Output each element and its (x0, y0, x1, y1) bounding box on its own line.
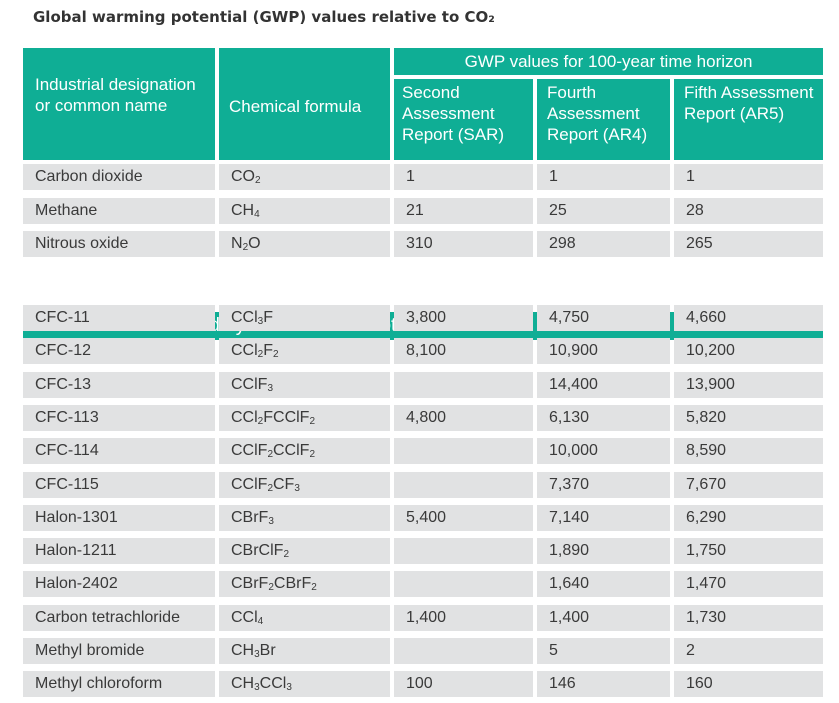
cell-formula: CCl2F2 (219, 338, 390, 365)
cell-ar5: 1 (674, 164, 823, 190)
cell-ar5: 1,470 (674, 571, 823, 598)
cell-name: Carbon tetrachloride (23, 604, 215, 631)
table-row: Nitrous oxide N2O 310 298 265 (23, 231, 823, 257)
cell-formula: CBrF3 (219, 504, 390, 531)
cell-ar4: 25 (537, 198, 670, 224)
cell-name: CFC-13 (23, 371, 215, 398)
cell-ar4: 7,140 (537, 504, 670, 531)
cell-name: CFC-11 (23, 305, 215, 331)
cell-ar4: 6,130 (537, 404, 670, 431)
cell-formula: CCl3F (219, 305, 390, 331)
table-row: Halon-1301 CBrF3 5,400 7,140 6,290 (23, 504, 823, 531)
cell-formula: CClF3 (219, 371, 390, 398)
cell-ar4: 14,400 (537, 371, 670, 398)
table-row: Halon-2402 CBrF2CBrF2 1,640 1,470 (23, 571, 823, 598)
cell-formula: CCl2FCClF2 (219, 404, 390, 431)
cell-ar4: 146 (537, 671, 670, 698)
cell-formula: CH4 (219, 198, 390, 224)
cell-ar4: 10,900 (537, 338, 670, 365)
table-row: CFC-114 CClF2CClF2 10,000 8,590 (23, 438, 823, 465)
cell-formula: N2O (219, 231, 390, 257)
cell-ar5: 8,590 (674, 438, 823, 465)
cell-formula: CH3CCl3 (219, 671, 390, 698)
cell-ar4: 5 (537, 638, 670, 664)
table-row: Methyl bromide CH3Br 5 2 (23, 638, 823, 664)
table-row: CFC-115 CClF2CF3 7,370 7,670 (23, 471, 823, 498)
cell-ar5: 4,660 (674, 305, 823, 331)
cell-sar: 5,400 (394, 504, 533, 531)
table-row: Methane CH4 21 25 28 (23, 198, 823, 224)
cell-ar5: 10,200 (674, 338, 823, 365)
cell-ar5: 1,750 (674, 538, 823, 565)
table-title: Global warming potential (GWP) values re… (33, 8, 495, 26)
cell-ar5: 13,900 (674, 371, 823, 398)
header-ar5: Fifth Assessment Report (AR5) (674, 79, 823, 160)
cell-ar5: 7,670 (674, 471, 823, 498)
cell-ar4: 1,890 (537, 538, 670, 565)
table-row: Halon-1211 CBrClF2 1,890 1,750 (23, 538, 823, 565)
table-row: Methyl chloroform CH3CCl3 100 146 160 (23, 671, 823, 698)
cell-ar4: 1 (537, 164, 670, 190)
cell-name: CFC-114 (23, 438, 215, 465)
cell-sar: 1,400 (394, 604, 533, 631)
table-row: CFC-12 CCl2F2 8,100 10,900 10,200 (23, 338, 823, 365)
cell-ar4: 1,400 (537, 604, 670, 631)
cell-sar (394, 371, 533, 398)
cell-ar5: 265 (674, 231, 823, 257)
cell-ar5: 6,290 (674, 504, 823, 531)
cell-sar: 4,800 (394, 404, 533, 431)
table-header: Industrial designation or common name Ch… (23, 48, 823, 160)
header-designation: Industrial designation or common name (23, 48, 215, 160)
cell-formula: CBrF2CBrF2 (219, 571, 390, 598)
table-row: Carbon dioxide CO2 1 1 1 (23, 164, 823, 190)
cell-name: CFC-115 (23, 471, 215, 498)
cell-ar4: 7,370 (537, 471, 670, 498)
cell-name: CFC-12 (23, 338, 215, 365)
cell-ar5: 5,820 (674, 404, 823, 431)
cell-ar5: 2 (674, 638, 823, 664)
cell-sar: 8,100 (394, 338, 533, 365)
cell-ar4: 4,750 (537, 305, 670, 331)
cell-ar4: 10,000 (537, 438, 670, 465)
cell-ar4: 298 (537, 231, 670, 257)
table-row: CFC-113 CCl2FCClF2 4,800 6,130 5,820 (23, 404, 823, 431)
cell-name: CFC-113 (23, 404, 215, 431)
header-ar4: Fourth Assessment Report (AR4) (537, 79, 670, 160)
header-formula: Chemical formula (219, 48, 390, 160)
cell-name: Methyl chloroform (23, 671, 215, 698)
cell-sar: 100 (394, 671, 533, 698)
cell-sar: 1 (394, 164, 533, 190)
cell-formula: CClF2CF3 (219, 471, 390, 498)
cell-formula: CBrClF2 (219, 538, 390, 565)
gwp-table: Industrial designation or common name Ch… (23, 48, 823, 698)
cell-sar: 3,800 (394, 305, 533, 331)
cell-formula: CH3Br (219, 638, 390, 664)
cell-name: Halon-2402 (23, 571, 215, 598)
cell-name: Halon-1211 (23, 538, 215, 565)
cell-formula: CCl4 (219, 604, 390, 631)
table-row: CFC-11 CCl3F 3,800 4,750 4,660 (23, 305, 823, 331)
header-gwp-group: GWP values for 100-year time horizon (394, 48, 823, 75)
cell-sar: 21 (394, 198, 533, 224)
table-row: Carbon tetrachloride CCl4 1,400 1,400 1,730 (23, 604, 823, 631)
cell-name: Nitrous oxide (23, 231, 215, 257)
cell-ar5: 28 (674, 198, 823, 224)
cell-sar (394, 638, 533, 664)
header-sar: Second Assessment Report (SAR) (394, 79, 533, 160)
cell-name: Halon-1301 (23, 504, 215, 531)
cell-name: Methyl bromide (23, 638, 215, 664)
cell-sar (394, 438, 533, 465)
cell-ar4: 1,640 (537, 571, 670, 598)
cell-formula: CO2 (219, 164, 390, 190)
cell-sar: 310 (394, 231, 533, 257)
cell-name: Methane (23, 198, 215, 224)
cell-formula: CClF2CClF2 (219, 438, 390, 465)
cell-sar (394, 538, 533, 565)
cell-ar5: 1,730 (674, 604, 823, 631)
table-row: CFC-13 CClF3 14,400 13,900 (23, 371, 823, 398)
cell-ar5: 160 (674, 671, 823, 698)
cell-sar (394, 471, 533, 498)
cell-sar (394, 571, 533, 598)
cell-name: Carbon dioxide (23, 164, 215, 190)
